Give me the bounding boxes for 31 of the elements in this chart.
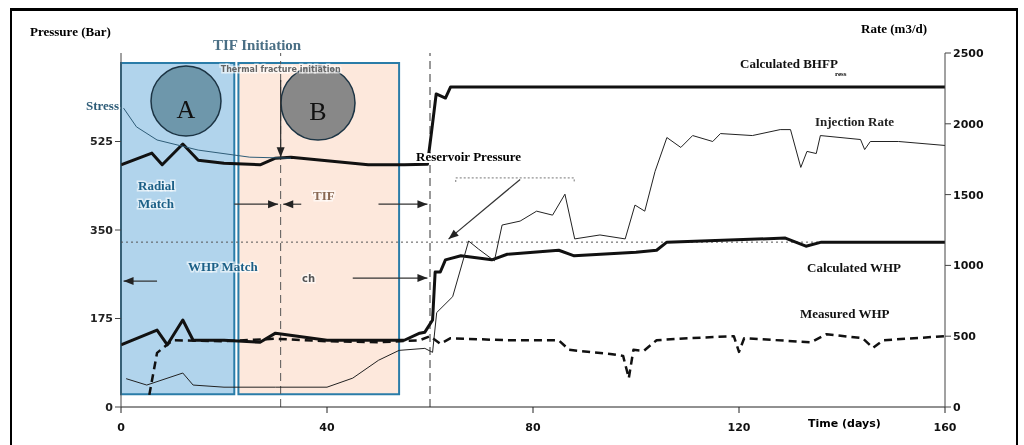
line-series (121, 85, 945, 167)
x-tick-label: 80 (525, 420, 541, 434)
y-tick-label: 525 (90, 135, 113, 149)
text: TIF Initiation (213, 37, 302, 53)
y2-tick-label: 2500 (953, 46, 984, 60)
y-axis-title: Pressure (Bar) (30, 24, 111, 39)
annotation: ch (302, 273, 316, 284)
y-tick-label: 0 (105, 400, 114, 414)
x-tick-label: 160 (933, 420, 957, 434)
y2-tick-label: 1500 (953, 188, 984, 202)
x-tick-label: 120 (727, 420, 751, 434)
y2-tick-label: 0 (953, 400, 961, 414)
series-label: Calculated BHFP (740, 56, 838, 71)
annotation: TIF (313, 188, 335, 203)
y2-axis-title: Rate (m3/d) (861, 21, 928, 36)
x-tick-label: 40 (319, 420, 335, 434)
y-tick-label: 175 (90, 312, 113, 326)
y2-tick-label: 1000 (953, 259, 984, 273)
band-label: B (309, 97, 327, 126)
band-label: A (176, 95, 196, 124)
series-label: Stress (86, 98, 119, 113)
y-tick-label: 350 (90, 223, 114, 237)
series-label: Calculated WHP (807, 260, 902, 275)
line-series (125, 129, 945, 388)
y2-tick-label: 500 (953, 330, 977, 344)
series-label: Measured WHP (800, 306, 890, 321)
series-label: Injection Rate (815, 114, 895, 129)
annotation: Radial Match (138, 178, 176, 211)
x-tick-label: 0 (117, 420, 126, 434)
x-axis-title: Time (days) (808, 417, 881, 430)
y2-tick-label: 2000 (953, 117, 984, 131)
